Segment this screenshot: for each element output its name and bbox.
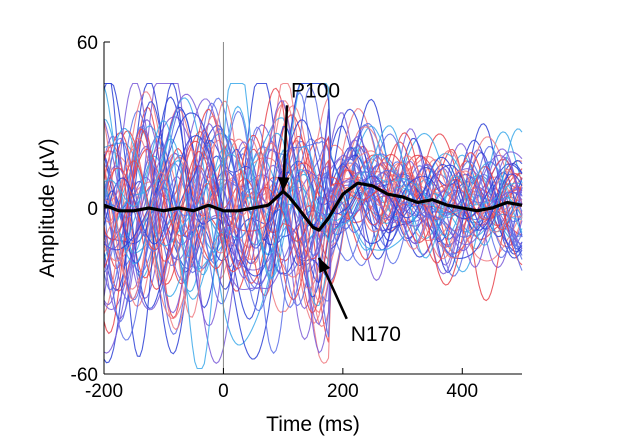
annotation-label: P100 — [291, 79, 340, 102]
trial-trace — [103, 108, 523, 310]
trial-trace — [103, 82, 523, 326]
trial-trace — [103, 103, 523, 364]
trial-trace — [103, 119, 523, 277]
trial-trace — [103, 150, 523, 273]
y-axis-ticks: -60 0 60 — [71, 33, 110, 386]
x-tick-label: 200 — [327, 381, 359, 402]
trial-trace — [103, 82, 523, 318]
trial-trace — [103, 97, 523, 341]
x-axis-title: Time (ms) — [266, 413, 360, 436]
trial-trace — [103, 82, 523, 370]
x-tick-label: 400 — [446, 381, 478, 402]
trial-trace — [103, 87, 523, 355]
trial-trace — [103, 126, 523, 323]
y-tick-label: -60 — [71, 365, 98, 386]
trial-trace — [103, 143, 523, 282]
trial-trace — [103, 100, 523, 328]
x-tick-label: -200 — [85, 381, 123, 402]
annotation-arrow — [281, 105, 289, 192]
x-tick-label: 0 — [218, 381, 229, 402]
annotation-arrowhead — [277, 177, 290, 192]
trial-trace — [103, 157, 523, 268]
trial-trace — [103, 128, 523, 307]
x-axis-ticks: -200 0 200 400 — [85, 368, 478, 402]
trial-traces — [103, 82, 523, 370]
trial-trace — [103, 128, 523, 256]
y-tick-label: 0 — [87, 199, 98, 220]
annotation-arrowhead — [318, 257, 331, 274]
average-waveform — [103, 181, 523, 232]
trial-trace — [103, 82, 523, 360]
annotations: P100 N170 — [277, 79, 401, 346]
trial-trace — [104, 82, 523, 358]
y-axis-title: Amplitude (µV) — [36, 138, 59, 277]
annotation-label: N170 — [351, 323, 401, 346]
y-tick-label: 60 — [77, 33, 98, 54]
